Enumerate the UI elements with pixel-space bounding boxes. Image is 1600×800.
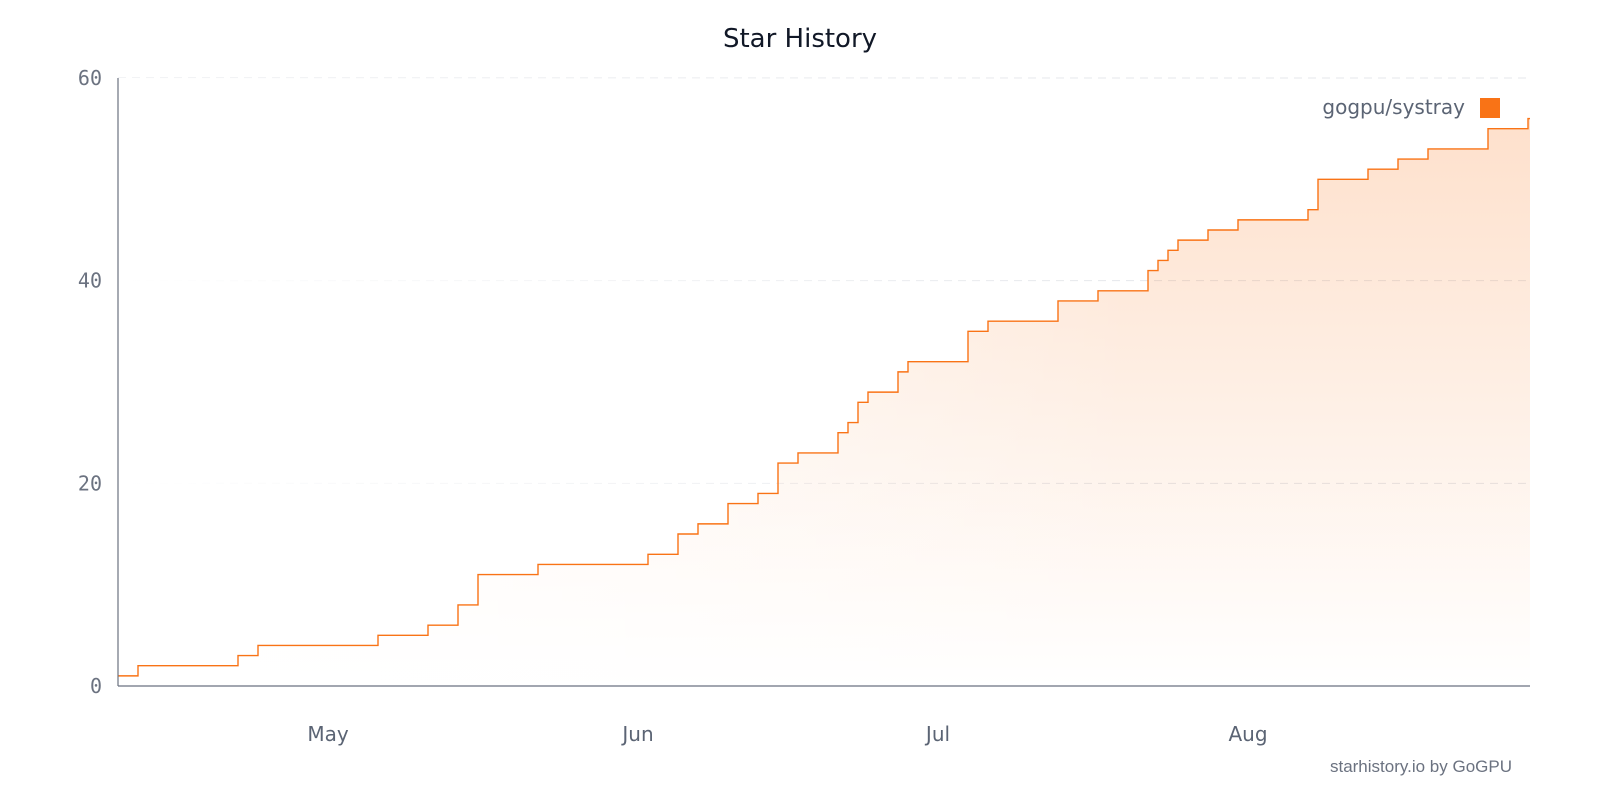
- area-fill: [118, 78, 1530, 686]
- series-area: [118, 118, 1530, 686]
- series-lines: [118, 117, 1530, 677]
- x-tick-label: Aug: [1228, 722, 1267, 746]
- legend: gogpu/systray: [1322, 95, 1500, 119]
- legend-swatch: [1480, 98, 1500, 118]
- y-tick-label: 0: [90, 674, 102, 698]
- y-tick-label: 20: [78, 471, 102, 495]
- x-tick-label: Jun: [620, 722, 653, 746]
- x-tick-label: May: [307, 722, 349, 746]
- x-tick-label: Jul: [924, 722, 950, 746]
- chart-title: Star History: [723, 24, 877, 54]
- y-tick-label: 40: [78, 269, 102, 293]
- x-axis-ticks: May Jun Jul Aug: [307, 722, 1267, 746]
- legend-label: gogpu/systray: [1322, 95, 1465, 119]
- y-tick-label: 60: [78, 66, 102, 90]
- series-line: [118, 117, 1530, 677]
- area-fade-mask: [118, 78, 1134, 686]
- credit-text: starhistory.io by GoGPU: [1330, 757, 1512, 776]
- y-axis-ticks: 0 20 40 60: [78, 66, 102, 698]
